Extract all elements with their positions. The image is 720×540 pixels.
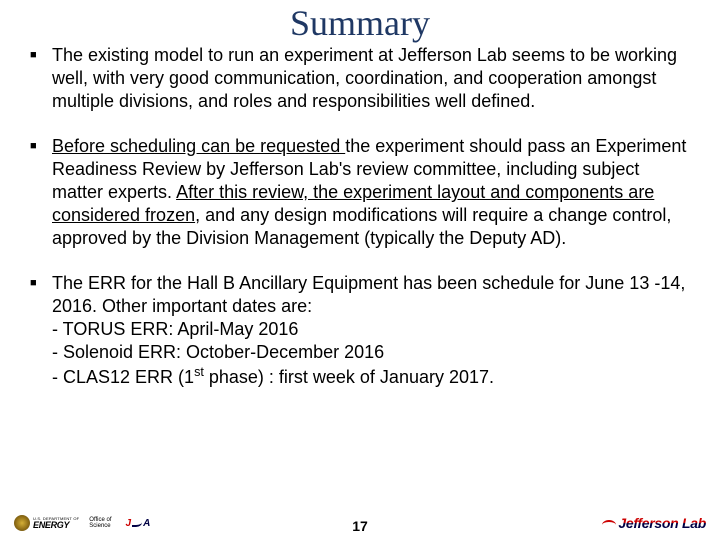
jsa-swoosh-icon <box>132 519 142 527</box>
doe-seal-icon <box>14 515 30 531</box>
bullet-text: Before scheduling can be requested the e… <box>52 135 690 250</box>
office-l2: Science <box>89 523 111 529</box>
text-run: The existing model to run an experiment … <box>52 45 677 111</box>
doe-energy-label: ENERGY <box>33 521 79 530</box>
bullet-marker-icon: ■ <box>30 272 52 389</box>
footer: U.S. DEPARTMENT OF ENERGY Office of Scie… <box>0 510 720 540</box>
jsa-j: J <box>126 518 132 529</box>
slide: Summary ■The existing model to run an ex… <box>0 0 720 540</box>
office-science: Office of Science <box>89 517 111 529</box>
bullet-text: The ERR for the Hall B Ancillary Equipme… <box>52 272 690 389</box>
footer-left: U.S. DEPARTMENT OF ENERGY Office of Scie… <box>14 515 150 531</box>
bullet-item: ■The existing model to run an experiment… <box>30 44 690 113</box>
bullet-item: ■The ERR for the Hall B Ancillary Equipm… <box>30 272 690 389</box>
jlab-swoosh-icon <box>602 520 616 530</box>
text-run: The ERR for the Hall B Ancillary Equipme… <box>52 273 685 316</box>
bullet-text: The existing model to run an experiment … <box>52 44 690 113</box>
footer-right: Jefferson Lab <box>602 515 706 531</box>
bullet-item: ■Before scheduling can be requested the … <box>30 135 690 250</box>
jsa-a: A <box>143 518 150 529</box>
doe-logo: U.S. DEPARTMENT OF ENERGY <box>14 515 79 531</box>
bullet-marker-icon: ■ <box>30 44 52 113</box>
sub-line: - CLAS12 ERR (1st phase) : first week of… <box>52 364 690 389</box>
slide-title: Summary <box>20 0 700 44</box>
sub-line: - Solenoid ERR: October-December 2016 <box>52 341 690 364</box>
doe-text: U.S. DEPARTMENT OF ENERGY <box>33 517 79 530</box>
jlab-logo: Jefferson Lab <box>618 515 706 531</box>
bullet-marker-icon: ■ <box>30 135 52 250</box>
sub-line: - TORUS ERR: April-May 2016 <box>52 318 690 341</box>
text-run: Before scheduling can be requested <box>52 136 345 156</box>
content-area: ■The existing model to run an experiment… <box>20 44 700 389</box>
jsa-logo: J A <box>126 518 151 529</box>
